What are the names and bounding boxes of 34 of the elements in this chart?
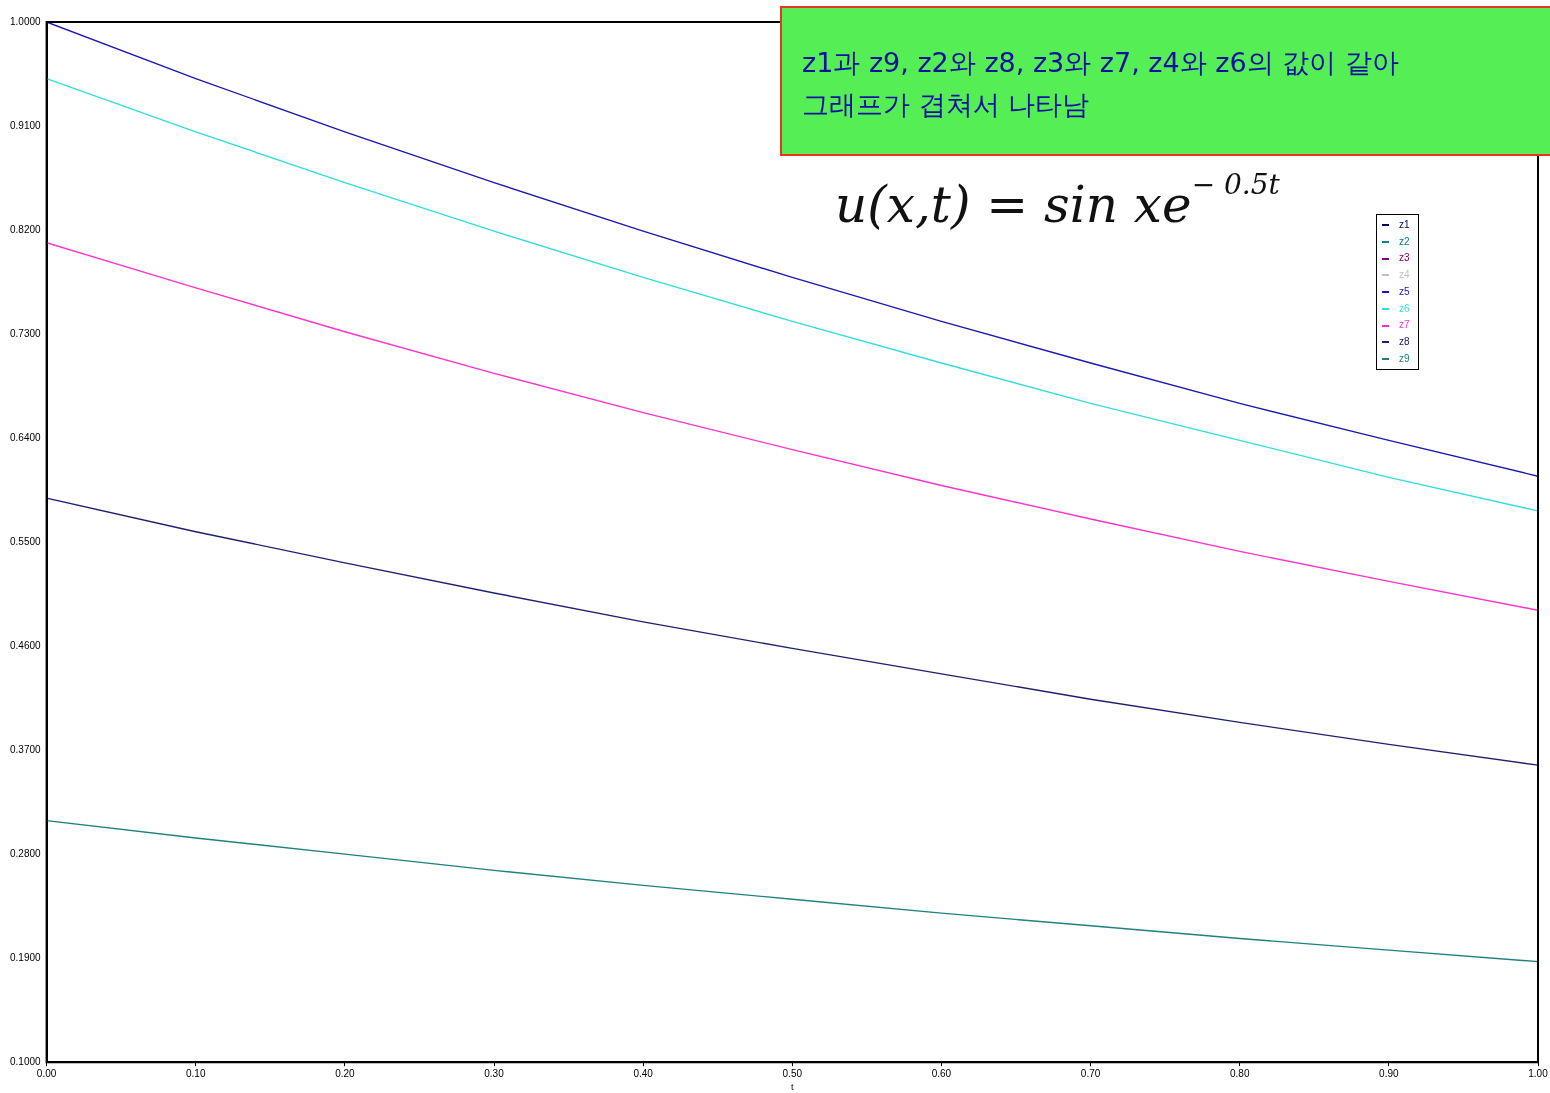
x-tick-label: 0.50 [782, 1067, 803, 1079]
legend-label: z4 [1399, 269, 1410, 281]
x-axis-title: t [791, 1082, 795, 1093]
y-tick-label: 0.4600 [9, 639, 42, 651]
y-tick-label: 0.7300 [9, 327, 42, 339]
y-tick-label: 0.1000 [9, 1055, 42, 1067]
y-tick-label: 0.6400 [9, 431, 42, 443]
x-tick-label: 0.30 [484, 1067, 505, 1079]
legend-label: z8 [1399, 335, 1410, 347]
x-tick-label: 0.60 [931, 1067, 952, 1079]
legend-label: z5 [1399, 285, 1410, 297]
callout-box: z1과 z9, z2와 z8, z3와 z7, z4와 z6의 값이 같아 그래프가 겹쳐서 나타남 [780, 6, 1550, 156]
legend-label: z3 [1399, 252, 1410, 264]
annotation: u(x,t) = sin xe$^{− 0.5t}$ [835, 168, 1280, 234]
x-tick-label: 0.20 [335, 1067, 356, 1079]
y-tick-label: 0.1900 [9, 951, 42, 963]
legend-label: z9 [1399, 352, 1410, 364]
y-tick-label: 1.0000 [9, 15, 42, 27]
y-tick-label: 0.5500 [9, 535, 42, 547]
y-tick-label: 0.9100 [9, 119, 42, 131]
x-tick-label: 0.00 [36, 1067, 57, 1079]
y-tick-label: 0.3700 [9, 743, 42, 755]
legend-label: z6 [1399, 302, 1410, 314]
x-tick-label: 0.70 [1080, 1067, 1101, 1079]
y-tick-label: 0.8200 [9, 223, 42, 235]
x-tick-label: 1.00 [1528, 1067, 1549, 1079]
x-tick-label: 0.90 [1379, 1067, 1400, 1079]
y-tick-label: 0.2800 [9, 847, 42, 859]
legend-label: z1 [1399, 219, 1410, 230]
x-tick-label: 0.40 [633, 1067, 654, 1079]
legend-label: z2 [1399, 235, 1410, 247]
legend-label: z7 [1399, 319, 1410, 331]
x-tick-label: 0.10 [185, 1067, 206, 1079]
x-tick-label: 0.80 [1229, 1067, 1250, 1079]
